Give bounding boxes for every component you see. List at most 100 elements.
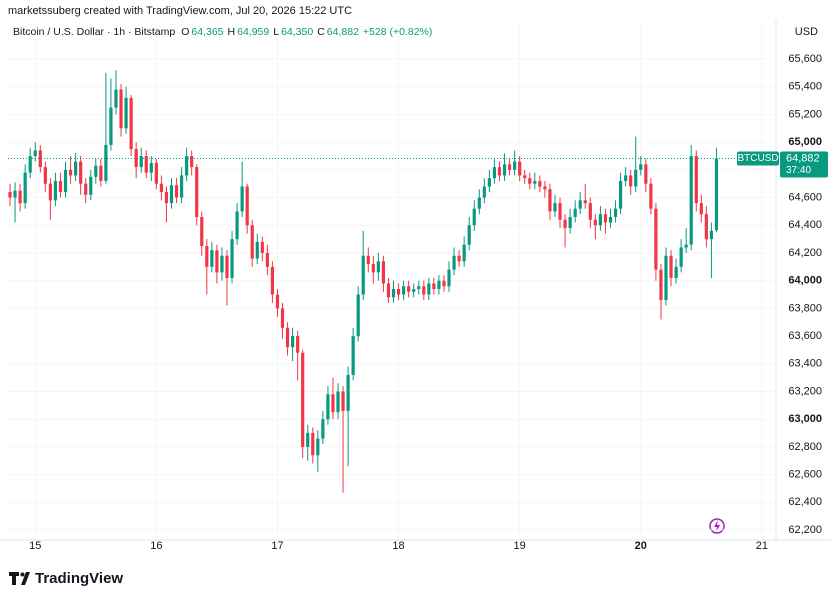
candle-body: [154, 162, 158, 184]
candle-body: [109, 107, 113, 145]
candle-body: [568, 216, 572, 229]
candle-body: [174, 185, 179, 198]
candle-body: [260, 241, 264, 253]
candle-body: [33, 150, 37, 157]
candle-body: [523, 175, 527, 179]
legend-key: L: [273, 26, 279, 38]
candle-body: [84, 183, 88, 195]
candle-body: [396, 289, 401, 295]
candle-body: [507, 164, 512, 170]
x-tick-label: 19: [514, 540, 526, 552]
y-tick-label: 62,800: [788, 441, 822, 453]
candle-body: [351, 336, 355, 375]
candle-body: [149, 162, 153, 173]
candle-body: [230, 239, 234, 278]
y-tick-label: 64,600: [788, 191, 822, 203]
candle-body: [311, 433, 315, 456]
y-tick-label: 64,400: [788, 219, 822, 231]
candle-body: [13, 190, 17, 198]
candle-body: [563, 219, 567, 229]
legend: Bitcoin / U.S. Dollar · 1h · Bitstamp O 64…: [13, 26, 432, 38]
candle-body: [513, 161, 517, 170]
candle-body: [79, 161, 83, 184]
candle-body: [185, 156, 189, 176]
y-tick-label: 64,000: [788, 275, 822, 287]
candle-body: [18, 190, 22, 204]
candle-body: [255, 241, 259, 259]
candle-body: [709, 230, 714, 240]
y-tick-label: 63,600: [788, 330, 822, 342]
candle-body: [220, 255, 224, 273]
candle-body: [265, 252, 269, 267]
candle-body: [684, 244, 688, 248]
candle-body: [296, 336, 300, 353]
candle-body: [164, 192, 169, 204]
candle-body: [553, 203, 557, 212]
candle-body: [639, 164, 643, 170]
y-tick-label: 62,600: [788, 469, 822, 481]
countdown-text: 37:40: [786, 165, 811, 176]
candle-body: [629, 175, 633, 187]
candle-body: [23, 172, 27, 204]
y-tick-label: 62,400: [788, 496, 822, 508]
candle-body: [528, 178, 532, 184]
candle-body: [583, 200, 587, 204]
candle-body: [119, 89, 123, 129]
candle-body: [104, 144, 108, 181]
candle-body: [144, 156, 148, 173]
candle-body: [467, 225, 471, 245]
candle-body: [381, 261, 386, 284]
candle-body: [250, 225, 254, 259]
candle-body: [704, 214, 708, 240]
y-tick-label: 63,000: [788, 413, 822, 425]
candle-body: [487, 178, 491, 187]
y-tick-label: 64,200: [788, 247, 822, 259]
candle-body: [664, 255, 668, 301]
symbol-tag-text: BTCUSD: [737, 153, 778, 164]
candle-body: [674, 266, 678, 278]
candle-body: [99, 165, 103, 181]
candle-body: [169, 185, 174, 204]
candle-body: [593, 219, 597, 226]
candle-body: [275, 294, 280, 309]
candle-body: [634, 169, 638, 187]
candle-body: [306, 433, 310, 447]
legend-value: 64,882: [327, 26, 359, 38]
price-tag: [780, 151, 828, 178]
candle-body: [356, 294, 360, 337]
candle-body: [195, 167, 199, 217]
candle-body: [482, 186, 486, 198]
y-tick-label: 63,400: [788, 358, 822, 370]
legend-key: O: [181, 26, 189, 38]
candle-body: [129, 97, 133, 150]
candle-body: [376, 261, 380, 273]
candle-body: [457, 255, 461, 262]
candle-body: [472, 208, 476, 226]
candle-body: [8, 192, 12, 198]
candle-body: [159, 183, 163, 193]
candle-body: [654, 208, 658, 270]
candle-body: [134, 149, 138, 168]
candle-body: [477, 197, 481, 209]
candle-body: [538, 180, 542, 187]
candle-body: [437, 280, 441, 290]
candle-body: [240, 186, 244, 212]
candle-body: [94, 165, 98, 177]
candle-body: [533, 180, 537, 184]
candle-body: [280, 308, 285, 328]
y-tick-label: 62,200: [788, 524, 822, 536]
legend-title: Bitcoin / U.S. Dollar · 1h · Bitstamp: [13, 26, 175, 38]
candle-body: [432, 283, 436, 290]
candle-body: [689, 156, 693, 245]
candle-body: [644, 164, 648, 184]
candle-body: [235, 211, 239, 240]
candle-body: [391, 289, 396, 298]
candle-body: [694, 156, 698, 204]
candle-body: [492, 167, 497, 179]
price-tag-text: 64,882: [786, 152, 820, 164]
candle-body: [225, 255, 229, 278]
y-tick-label: 65,000: [788, 136, 822, 148]
candle-body: [366, 255, 370, 265]
candle-body: [290, 336, 295, 348]
